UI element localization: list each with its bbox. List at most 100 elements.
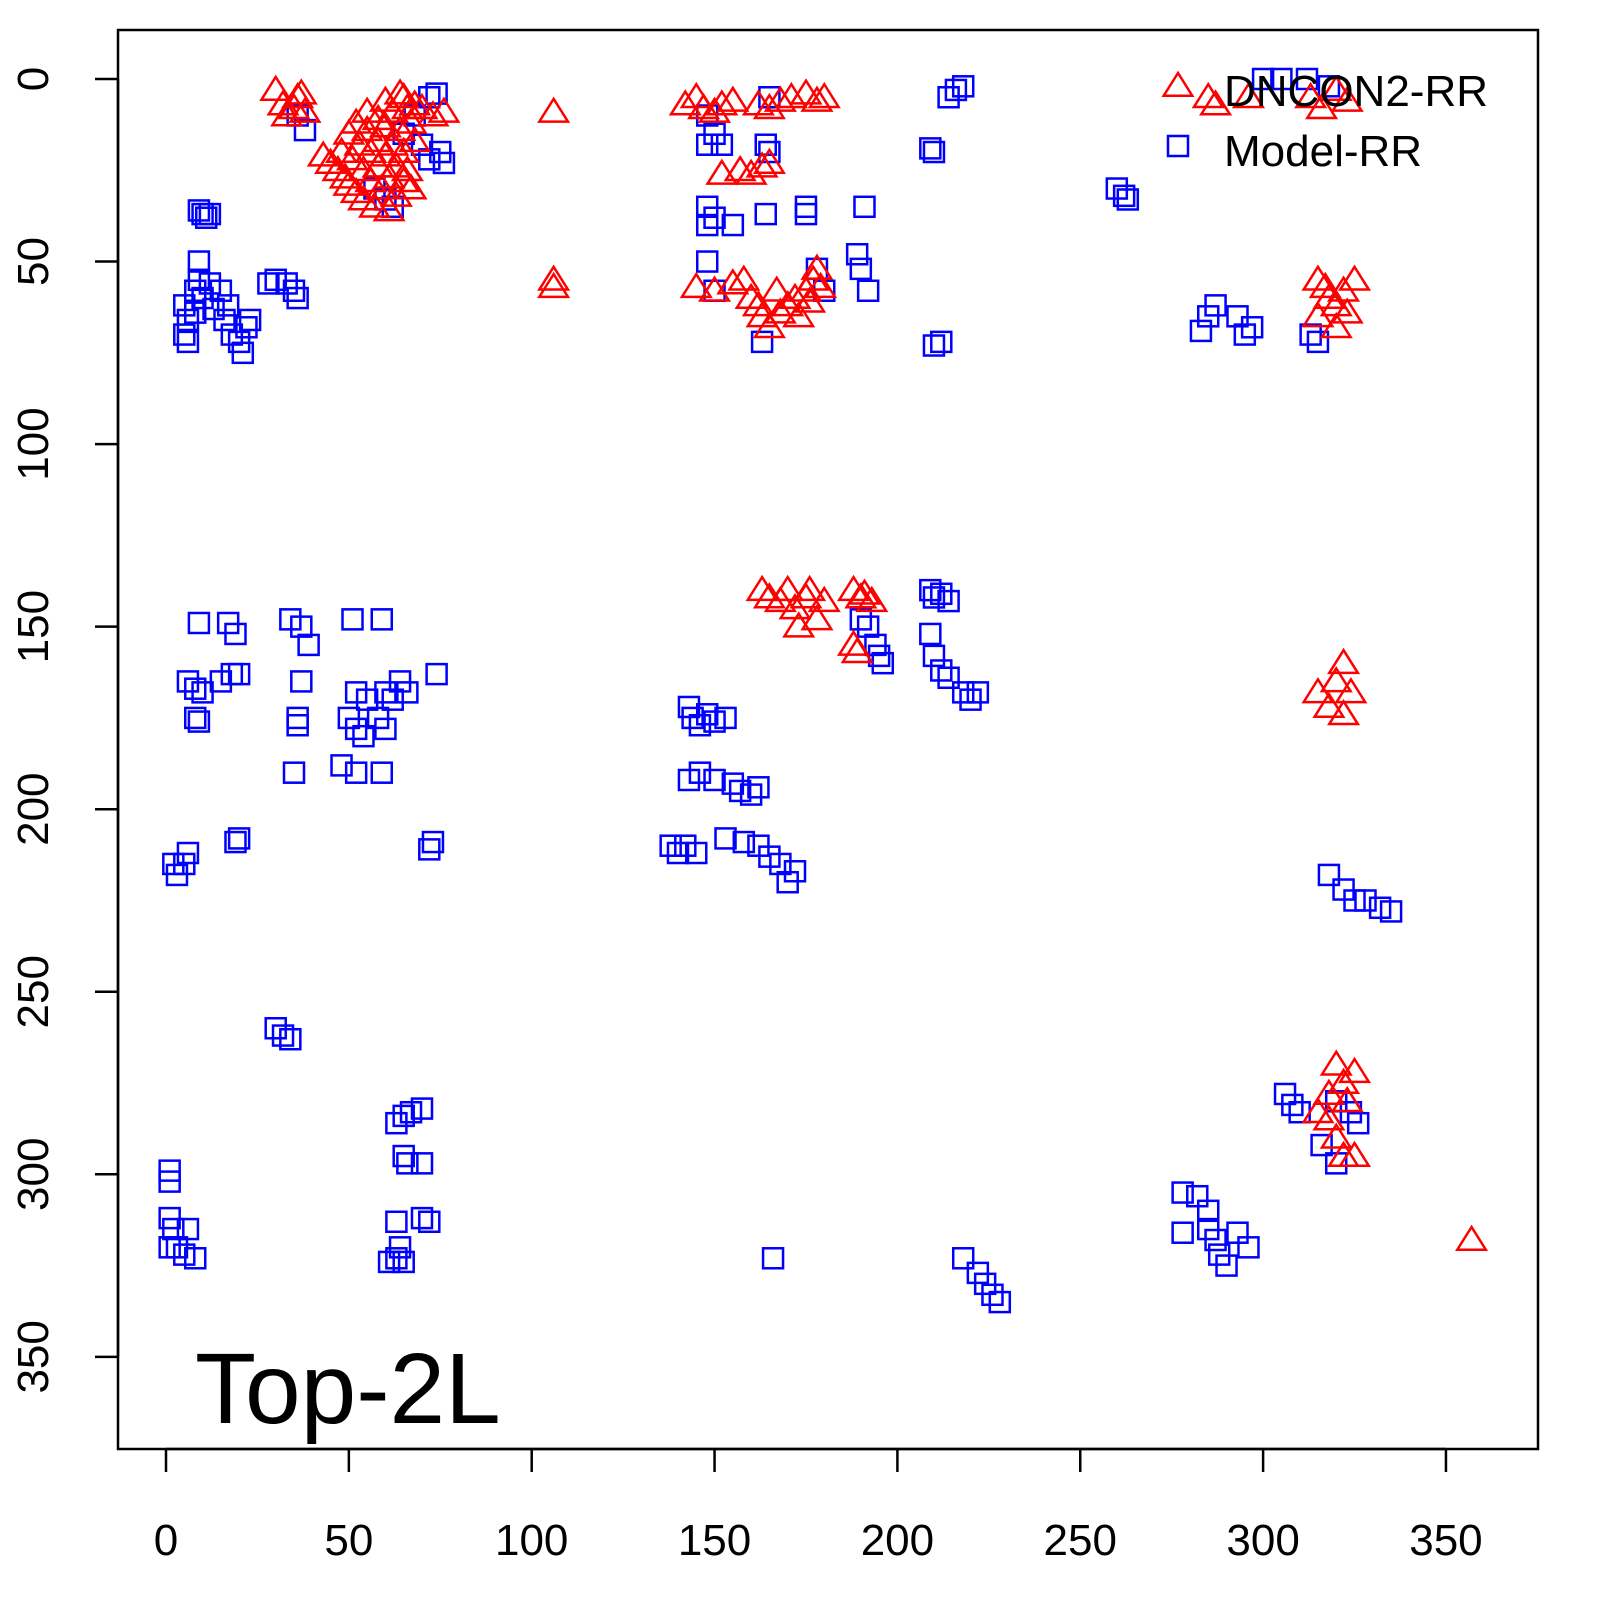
model-point <box>158 1236 181 1259</box>
model-point <box>286 286 309 310</box>
x-tick-label: 200 <box>861 1516 934 1565</box>
model-point <box>231 341 255 365</box>
dncon2-point <box>259 74 293 101</box>
dncon2-point <box>1312 691 1346 718</box>
model-point <box>388 1236 412 1259</box>
dncon2-point <box>771 574 805 602</box>
dncon2-point <box>741 290 775 317</box>
dncon2-point <box>394 173 428 200</box>
legend-item-model-rr: Model-RR <box>1166 127 1422 176</box>
model-point <box>849 608 873 631</box>
model-point <box>392 1144 415 1168</box>
model-point <box>721 772 745 795</box>
model-point <box>392 1250 415 1274</box>
dncon2-point <box>1301 300 1335 328</box>
dncon2-point <box>752 311 786 339</box>
dncon2-point <box>537 271 571 299</box>
model-point <box>951 681 975 704</box>
model-point <box>849 257 873 281</box>
dncon2-point <box>793 574 827 602</box>
model-point <box>944 78 968 102</box>
model-point <box>853 195 876 219</box>
model-point <box>344 717 368 741</box>
model-point <box>297 633 320 657</box>
dncon2-point <box>705 158 739 185</box>
dncon2-point <box>1330 297 1364 324</box>
dncon2-point <box>668 89 702 116</box>
dncon2-point <box>1301 264 1335 291</box>
dncon2-point <box>383 114 417 142</box>
model-point <box>714 706 737 730</box>
model-point <box>758 140 781 164</box>
dncon2-point <box>1337 1056 1372 1084</box>
model-point <box>1233 323 1257 346</box>
dncon2-point <box>679 271 713 299</box>
model-point <box>732 830 756 854</box>
model-point <box>425 82 448 105</box>
model-point <box>922 586 946 609</box>
model-point <box>1215 1254 1238 1277</box>
model-point <box>184 301 207 324</box>
dncon2-point <box>1319 1122 1353 1149</box>
model-point <box>176 841 200 865</box>
model-point <box>794 195 818 219</box>
model-point <box>1240 316 1264 339</box>
model-point <box>1346 1111 1370 1135</box>
model-point <box>187 250 211 273</box>
dncon2-point <box>379 180 413 207</box>
dncon2-point <box>716 268 750 295</box>
model-point <box>1237 1236 1260 1259</box>
model-point <box>410 1152 434 1175</box>
model-point <box>227 662 251 686</box>
model-point <box>1281 1093 1304 1117</box>
dncon2-point <box>1319 666 1353 693</box>
model-point <box>176 308 200 332</box>
model-point <box>959 688 982 711</box>
model-point <box>1204 1228 1227 1252</box>
model-point <box>1196 1199 1220 1223</box>
model-point <box>282 279 306 303</box>
model-point <box>1171 1221 1194 1244</box>
model-point <box>794 202 818 226</box>
model-point <box>1112 184 1136 208</box>
y-axis: 0 50 100 150 200 250 300 350 <box>9 67 120 1394</box>
y-tick-label: 150 <box>9 590 58 663</box>
dncon2-point <box>332 169 366 196</box>
y-tick-label: 0 <box>9 67 58 91</box>
square-icon <box>1166 134 1190 158</box>
x-tick-label: 300 <box>1226 1516 1299 1565</box>
model-point <box>1251 67 1275 91</box>
model-point <box>930 659 953 682</box>
model-point <box>919 137 942 160</box>
legend-label: Model-RR <box>1224 127 1422 176</box>
dncon2-point <box>398 89 432 116</box>
dncon2-point <box>1334 677 1368 704</box>
triangle-icon <box>1161 70 1195 97</box>
model-point <box>1116 188 1140 211</box>
model-point <box>721 213 745 237</box>
x-tick-label: 0 <box>154 1516 178 1565</box>
dncon2-point <box>427 96 461 123</box>
model-point <box>187 710 211 733</box>
model-point <box>286 713 309 737</box>
data-marks <box>158 67 1489 1314</box>
dncon2-point <box>752 147 786 174</box>
model-point <box>396 1152 419 1175</box>
model-point <box>695 133 719 156</box>
model-point <box>754 202 777 226</box>
dncon2-point <box>760 275 794 302</box>
dncon2-point <box>847 578 882 605</box>
model-point <box>209 279 233 303</box>
model-point <box>1189 319 1213 343</box>
model-point <box>352 724 375 748</box>
model-point <box>158 1170 181 1193</box>
dncon2-point <box>416 100 450 127</box>
model-point <box>162 1217 185 1241</box>
model-point <box>695 250 719 273</box>
model-point <box>951 75 975 98</box>
model-point <box>1299 323 1322 346</box>
y-tick-label: 100 <box>9 407 58 480</box>
model-point <box>290 615 313 638</box>
dncon2-point <box>288 96 322 123</box>
dncon2-point <box>1312 1104 1346 1131</box>
